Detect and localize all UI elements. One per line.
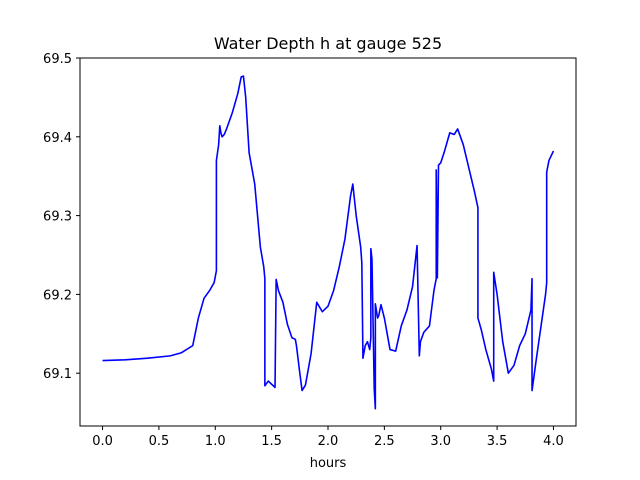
x-tick-label: 1.0 xyxy=(205,434,226,449)
y-tick-label: 69.1 xyxy=(43,367,72,382)
y-axis: 69.1 69.2 69.3 69.4 69.5 xyxy=(43,52,80,382)
plot-frame xyxy=(79,57,577,427)
series-line xyxy=(102,75,555,410)
x-axis: 0.0 0.5 1.0 1.5 2.0 2.5 3.0 3.5 4.0 xyxy=(92,426,564,449)
x-tick-label: 2.5 xyxy=(374,434,395,449)
x-tick-label: 2.0 xyxy=(318,434,339,449)
x-tick-label: 3.0 xyxy=(430,434,451,449)
y-tick-label: 69.5 xyxy=(43,52,72,67)
x-axis-label: hours xyxy=(310,456,347,471)
x-tick-label: 4.0 xyxy=(543,434,564,449)
series-layer xyxy=(102,75,555,410)
y-tick-label: 69.2 xyxy=(43,288,72,303)
x-tick-label: 0.0 xyxy=(92,434,113,449)
x-tick-label: 3.5 xyxy=(487,434,508,449)
x-tick-label: 1.5 xyxy=(261,434,282,449)
y-tick-label: 69.4 xyxy=(43,131,72,146)
x-tick-label: 0.5 xyxy=(149,434,170,449)
y-tick-label: 69.3 xyxy=(43,210,72,225)
chart-title: Water Depth h at gauge 525 xyxy=(214,34,442,53)
